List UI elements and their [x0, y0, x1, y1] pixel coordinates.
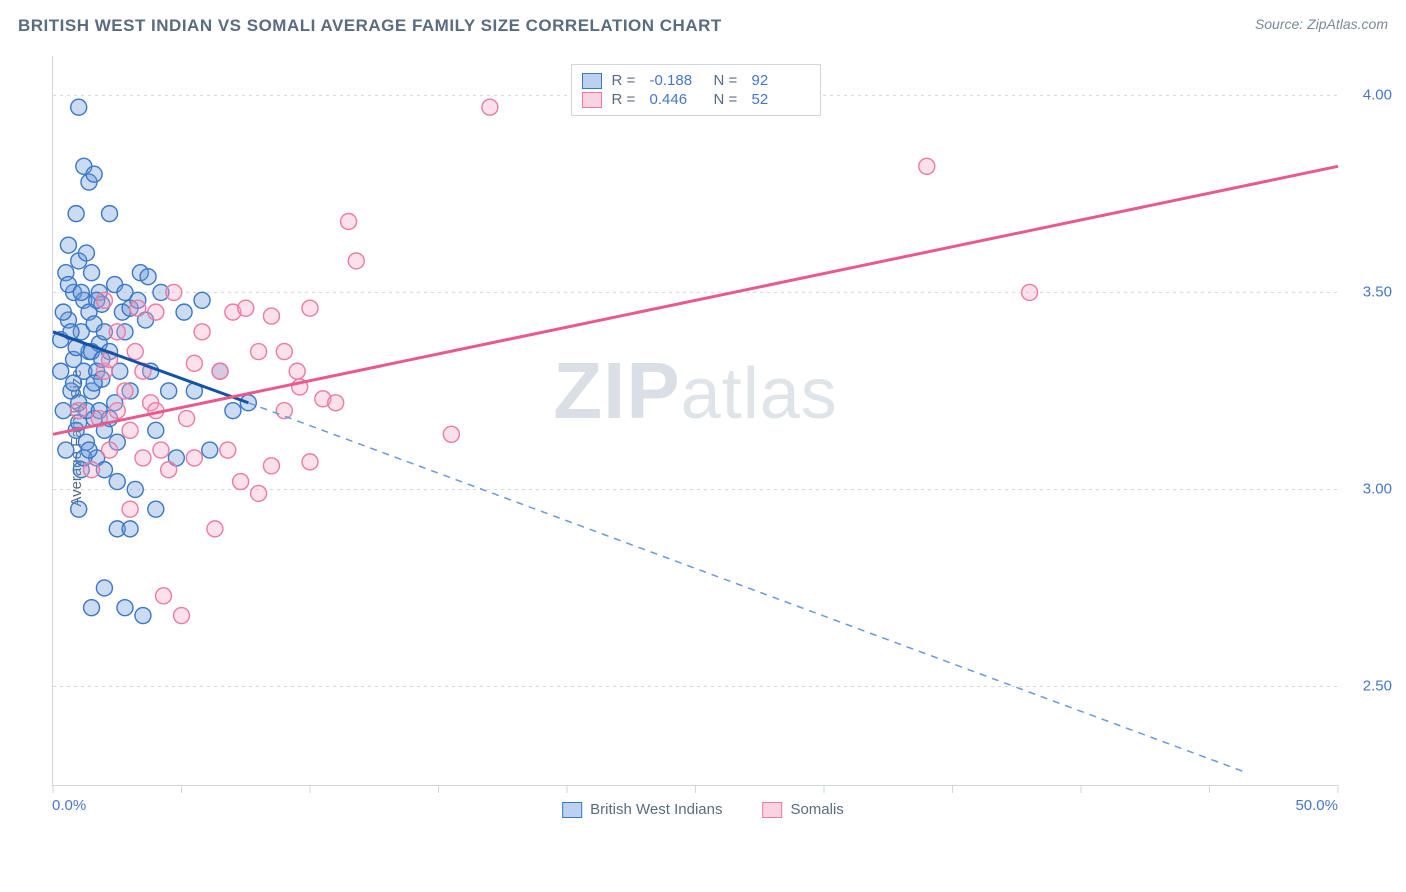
y-tick-label: 2.50 [1363, 678, 1392, 695]
legend-swatch-blue-icon [562, 802, 582, 818]
stat-r-label: R = [612, 72, 640, 89]
legend-item-pink: Somalis [762, 801, 843, 818]
source-label: Source: ZipAtlas.com [1255, 16, 1388, 32]
title-bar: BRITISH WEST INDIAN VS SOMALI AVERAGE FA… [18, 16, 1388, 36]
y-tick-label: 3.00 [1363, 481, 1392, 498]
legend-swatch-pink-icon [762, 802, 782, 818]
stats-box: R = -0.188 N = 92 R = 0.446 N = 52 [571, 64, 821, 116]
stat-n-label: N = [714, 91, 742, 108]
stat-n-value: 92 [752, 72, 806, 89]
stats-row-blue: R = -0.188 N = 92 [582, 71, 806, 90]
legend-item-blue: British West Indians [562, 801, 722, 818]
stats-row-pink: R = 0.446 N = 52 [582, 90, 806, 109]
y-tick-label: 4.00 [1363, 87, 1392, 104]
stat-r-label: R = [612, 91, 640, 108]
x-tick-max: 50.0% [1295, 797, 1338, 814]
swatch-blue-icon [582, 73, 602, 89]
stat-r-value: 0.446 [650, 91, 704, 108]
bottom-legend: British West Indians Somalis [562, 801, 844, 818]
stat-n-label: N = [714, 72, 742, 89]
plot-svg [53, 56, 1338, 785]
x-tick-min: 0.0% [52, 797, 86, 814]
legend-label: Somalis [790, 801, 843, 818]
plot-wrap: Average Family Size ZIPatlas R = -0.188 … [0, 48, 1406, 828]
swatch-pink-icon [582, 92, 602, 108]
stat-n-value: 52 [752, 91, 806, 108]
legend-label: British West Indians [590, 801, 722, 818]
y-tick-label: 3.50 [1363, 284, 1392, 301]
plot-area: ZIPatlas R = -0.188 N = 92 R = 0.446 N =… [52, 56, 1338, 786]
chart-title: BRITISH WEST INDIAN VS SOMALI AVERAGE FA… [18, 16, 722, 36]
stat-r-value: -0.188 [650, 72, 704, 89]
